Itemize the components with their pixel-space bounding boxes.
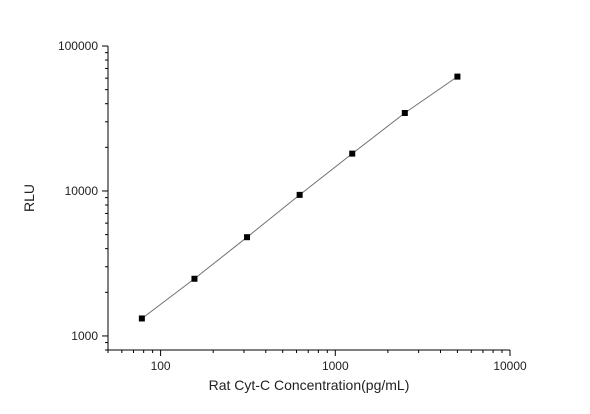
data-point xyxy=(349,150,356,157)
x-axis-title: Rat Cyt-C Concentration(pg/mL) xyxy=(209,377,410,393)
data-points xyxy=(138,73,461,322)
x-tick-label: 100 xyxy=(151,359,171,373)
data-point xyxy=(138,315,145,322)
axis-ticks xyxy=(102,45,511,356)
data-point xyxy=(244,234,251,241)
data-point xyxy=(454,73,461,80)
data-point xyxy=(191,275,198,282)
y-tick-label: 1000 xyxy=(71,329,98,343)
tick-labels: 100 1000 10000 1000 10000 100000 xyxy=(58,39,527,373)
data-point xyxy=(296,191,303,198)
x-tick-label: 10000 xyxy=(493,359,527,373)
y-tick-label: 100000 xyxy=(58,39,98,53)
data-point xyxy=(401,110,408,117)
y-axis-title: RLU xyxy=(21,184,37,212)
y-tick-label: 10000 xyxy=(65,184,99,198)
x-tick-label: 1000 xyxy=(322,359,349,373)
axes xyxy=(107,46,510,351)
